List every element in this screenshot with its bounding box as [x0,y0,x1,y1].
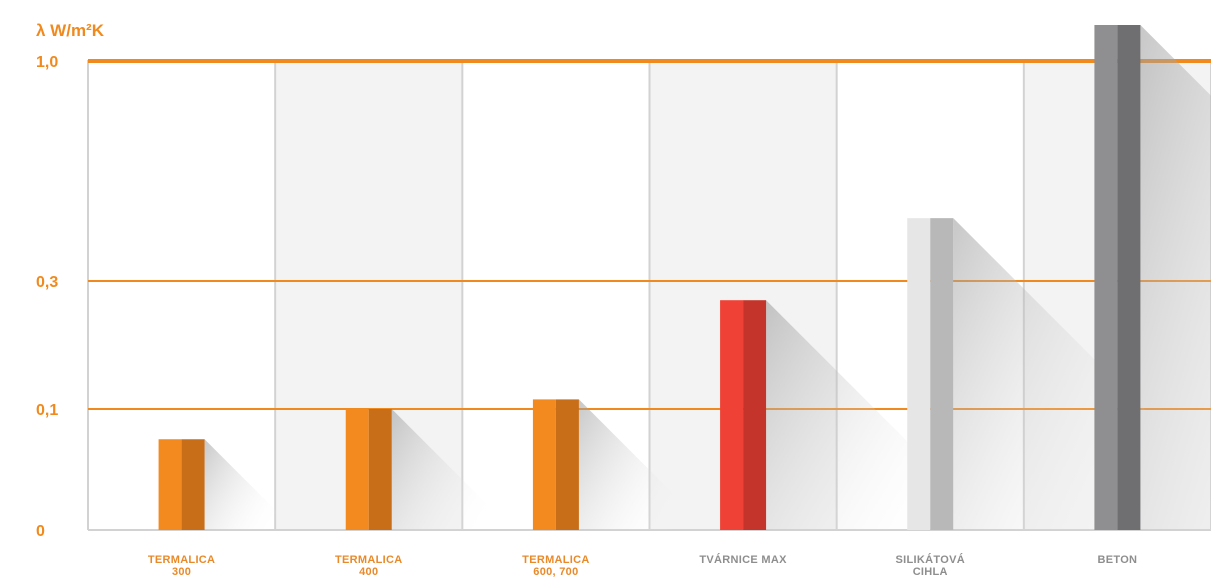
bar [720,300,767,530]
bar-left-face [345,409,369,530]
y-tick-label: 0 [36,523,45,540]
bar [1094,25,1141,530]
x-tick-label: TVÁRNICE MAX [699,553,787,566]
y-tick-label: 0,1 [36,402,58,419]
y-tick-label: 0,3 [36,274,58,291]
bar-left-face [1094,25,1118,530]
bar-right-face [181,439,205,530]
x-tick-label: SILIKÁTOVÁ CIHLA [896,553,965,578]
y-axis-label: λ W/m²K [36,21,105,40]
x-tick-label: TERMALICA 400 [335,554,402,578]
bar [345,409,392,530]
x-tick-label: TERMALICA 300 [148,554,215,578]
x-tick-label: TERMALICA 600, 700 [522,554,589,578]
bar-right-face [1117,25,1141,530]
bar [907,218,954,530]
bar-left-face [720,300,744,530]
bar-shadow [766,300,996,530]
bar-shadow [578,399,710,530]
bar-shadow [204,439,296,530]
bar-shadow [391,409,513,530]
bar-right-face [555,399,579,530]
bar-right-face [743,300,767,530]
bar [158,439,205,530]
bar-right-face [368,409,392,530]
bar-left-face [532,399,556,530]
bar [532,399,579,530]
y-tick-label: 1,0 [36,54,58,71]
x-tick-label: BETON [1098,554,1138,566]
bar-shadow [1140,25,1211,530]
bar-left-face [907,218,931,530]
bar-left-face [158,439,182,530]
bar-right-face [930,218,954,530]
